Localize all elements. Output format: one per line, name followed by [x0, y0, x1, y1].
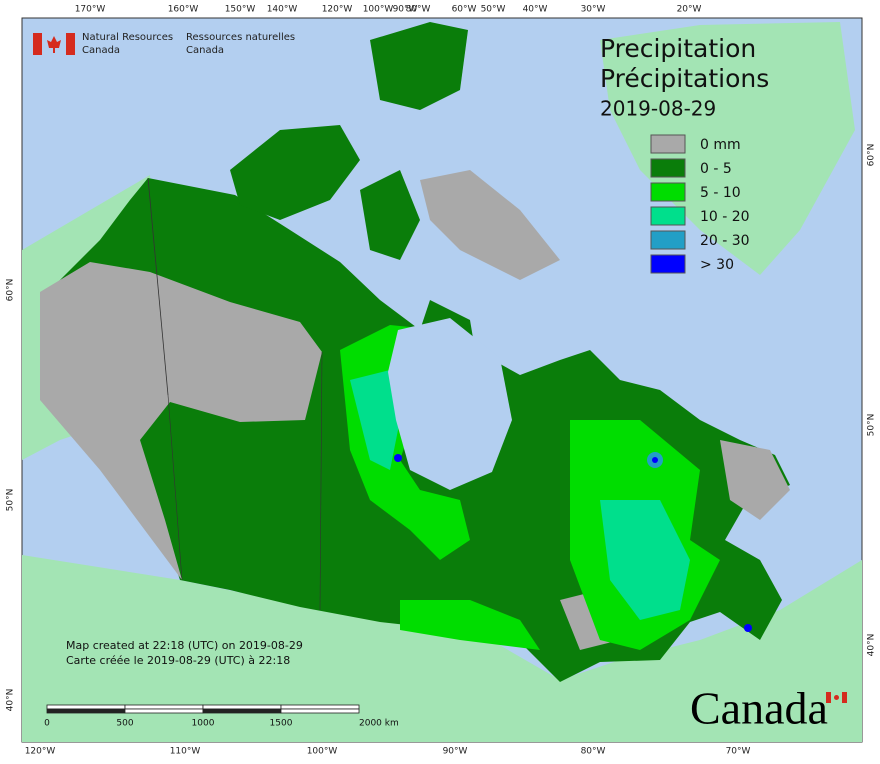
graticule-label: 160°W: [168, 5, 199, 15]
dry-newfoundland: [720, 440, 790, 520]
wordmark-flag: [826, 692, 847, 703]
border: [147, 177, 169, 396]
date: 2019-08-29: [600, 97, 716, 121]
legend-swatch: [650, 230, 686, 250]
graticule-label: 30°W: [581, 5, 606, 15]
flag-bar: [842, 692, 847, 703]
header-text: Natural Resources: [82, 32, 173, 43]
arctic-island: [230, 125, 360, 220]
graticule-label: 120°W: [25, 747, 56, 757]
flag-bar: [826, 692, 831, 703]
greenland: [600, 22, 855, 275]
graticule-label: 50°W: [481, 5, 506, 15]
legend-swatch: [650, 158, 686, 178]
flag-bar: [33, 33, 42, 55]
flag-bar: [66, 33, 75, 55]
arctic-island: [360, 170, 420, 260]
legend-label: > 30: [700, 257, 734, 273]
header-text: Canada: [82, 45, 120, 56]
graticule-label: 90°W: [443, 747, 468, 757]
graticule-label: 50°N: [867, 414, 877, 437]
legend-label: 5 - 10: [700, 185, 741, 201]
maple-leaf: [834, 695, 839, 700]
graticule-label: 100°W: [363, 5, 394, 15]
graticule-label: 50°N: [6, 489, 16, 512]
scale-segment: [46, 704, 126, 710]
scale-segment: [202, 704, 282, 710]
graticule-label: 140°W: [267, 5, 298, 15]
scale-segment: [124, 704, 204, 710]
legend-swatch: [650, 254, 686, 274]
precip-10-20: [350, 370, 400, 470]
scale-bar: 0 500 1000 1500 2000 km: [44, 704, 399, 729]
graticule-label: 40°N: [6, 689, 16, 712]
border: [319, 351, 323, 611]
graticule-label: 20°W: [677, 5, 702, 15]
title: Précipitations: [600, 64, 769, 93]
graticule-label: 80°W: [581, 747, 606, 757]
united-states: [22, 555, 862, 742]
graticule-label: 60°N: [6, 279, 16, 302]
graticule-label: 40°W: [523, 5, 548, 15]
graticule-label: 60°W: [452, 5, 477, 15]
precip-over-30: [652, 457, 658, 463]
hudson-bay: [388, 318, 512, 490]
graticule-label: 170°W: [75, 5, 106, 15]
title: Precipitation: [600, 34, 756, 63]
scale-segment: [280, 704, 360, 710]
graticule-label: 120°W: [322, 5, 353, 15]
graticule-label: 90°W: [393, 5, 418, 15]
header-text: Ressources naturelles: [186, 32, 295, 43]
footer-text: Carte créée le 2019-08-29 (UTC) à 22:18: [66, 654, 290, 667]
legend-label: 10 - 20: [700, 209, 750, 225]
scale-segment: [124, 708, 204, 714]
land-layer: [22, 22, 862, 742]
nrcan-logo: [33, 33, 75, 55]
scale-label: 1000: [192, 719, 215, 729]
scale-label: 1500: [270, 719, 293, 729]
scale-label: 2000 km: [359, 719, 399, 729]
legend-label: 20 - 30: [700, 233, 750, 249]
precip-10-20: [600, 500, 690, 620]
baffin-island: [420, 170, 560, 280]
graticule-label: 40°N: [867, 634, 877, 657]
footer-text: Map created at 22:18 (UTC) on 2019-08-29: [66, 639, 303, 652]
dry-west: [40, 262, 322, 580]
graticule-label: 100°W: [307, 747, 338, 757]
scale-label: 0: [44, 719, 50, 729]
legend-swatch: [650, 182, 686, 202]
legend-swatch: [650, 206, 686, 226]
legend-label: 0 - 5: [700, 161, 732, 177]
wordmark: Canada: [690, 683, 828, 734]
precip-over-30: [394, 454, 402, 462]
graticule-label: 70°W: [726, 747, 751, 757]
scale-segment: [46, 708, 126, 714]
graticule-label: 110°W: [170, 747, 201, 757]
graticule-label: 80°W: [406, 5, 431, 15]
scale-segment: [280, 708, 360, 714]
precip-over-30: [744, 624, 752, 632]
scale-segment: [202, 708, 282, 714]
legend-label: 0 mm: [700, 137, 741, 153]
ellesmere-island: [370, 22, 468, 110]
precip-5-10: [400, 600, 540, 650]
graticule-label: 60°N: [867, 144, 877, 167]
graticule-label: 150°W: [225, 5, 256, 15]
header-text: Canada: [186, 45, 224, 56]
scale-label: 500: [116, 719, 133, 729]
border: [167, 394, 183, 581]
legend-swatch: [650, 134, 686, 154]
maple-leaf: [47, 36, 61, 53]
